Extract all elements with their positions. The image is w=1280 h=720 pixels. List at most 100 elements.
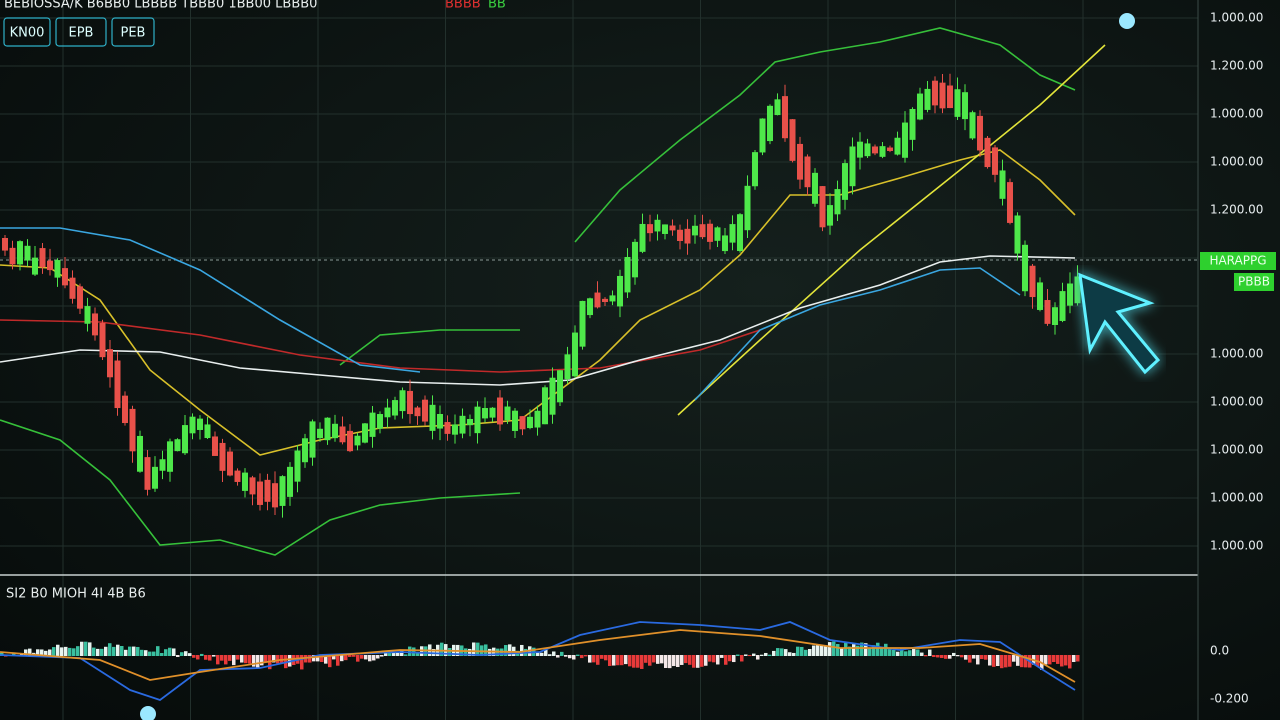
macd-bar [564,655,568,657]
change: BBBB [445,0,481,12]
macd-bar [168,647,172,656]
candle [384,407,391,418]
candle [647,224,653,234]
candle [279,476,286,506]
macd-bar [340,655,344,662]
candle [594,292,601,308]
button[interactable]: KN00 [10,26,45,41]
dot [140,706,156,720]
candle [767,105,773,142]
macd-bar [896,651,900,656]
macd-bar [784,649,788,656]
candle [939,82,946,109]
candle [977,115,983,151]
candle [377,414,383,429]
candle [684,228,691,244]
macd-bar [408,646,412,656]
candle [24,245,31,261]
candle [1029,265,1036,298]
macd-bar [800,646,804,656]
macd-bar [1020,655,1024,668]
candle [782,96,788,139]
macd-bar [592,655,596,663]
price-label: 1.000.00 [1210,395,1263,409]
macd-bar [936,655,940,658]
macd-bar [508,644,512,656]
grid [0,0,1198,720]
macd-bar [980,655,984,660]
button[interactable]: PEB [121,26,146,41]
candle [204,424,211,439]
macd-bar [624,655,628,665]
candle [699,224,706,238]
macd-bar [316,655,320,662]
macd-bar [580,655,584,659]
button[interactable]: EPB [69,26,94,41]
macd-bar [780,648,784,656]
candle [47,260,53,271]
macd-bar [376,655,380,659]
macd-bar [196,655,200,660]
candle [324,417,331,441]
candle [947,85,953,109]
macd-bar [156,646,160,656]
macd-bar [464,648,468,656]
candle [864,143,871,157]
macd-bar [840,648,844,656]
macd-bar [620,655,624,666]
macd-bar [1060,655,1064,667]
macd-bar [572,655,576,660]
macd-bar [716,655,720,665]
macd-bar [148,651,152,656]
macd-bar [520,644,524,656]
macd-bar [796,646,800,656]
macd-bar [360,655,364,659]
macd-bar [964,655,968,660]
candle [62,268,68,286]
macd-bar [992,655,996,667]
macd-bar [740,655,744,662]
candle [54,260,61,278]
candle [527,416,533,429]
macd-bar [748,655,752,657]
macd-bar [640,655,644,669]
macd-bar [648,655,652,666]
macd-bar [776,648,780,656]
macd-bar [72,648,76,656]
candle [804,156,811,188]
price-label: 1.000.00 [1210,347,1263,361]
toolbar: KN00 EPB PEB [3,17,155,47]
macd-bar [224,655,228,665]
macd-bar [872,645,876,656]
candle [774,99,781,116]
macd-bar [36,649,40,656]
macd-bar [700,655,704,667]
macd-bar [816,644,820,656]
price-label: 1.000.00 [1210,539,1263,553]
candle [77,286,83,309]
candle [722,235,728,252]
candle [399,390,406,412]
candles [2,73,1081,518]
macd-lines [0,621,1076,702]
candle [212,436,218,456]
macd-bar [596,655,600,665]
macd-bar [1052,655,1056,663]
macd-bar [960,655,964,658]
candle [999,170,1006,199]
macd-bar [260,655,264,666]
macd-bar [540,652,544,656]
macd-bar [248,655,252,664]
white-ma [0,255,1076,386]
macd-bar [852,644,856,656]
macd-bar [392,651,396,656]
macd-bar [756,655,760,660]
macd-bar [560,651,564,656]
indicator-title: SI2 B0 MIOH 4I 4B B6 [6,587,146,602]
macd-bar [920,652,924,656]
candle [452,424,458,435]
macd-bar [380,655,384,657]
macd-bar [88,642,92,656]
macd-bar [1064,655,1068,666]
macd-bar [828,642,832,656]
